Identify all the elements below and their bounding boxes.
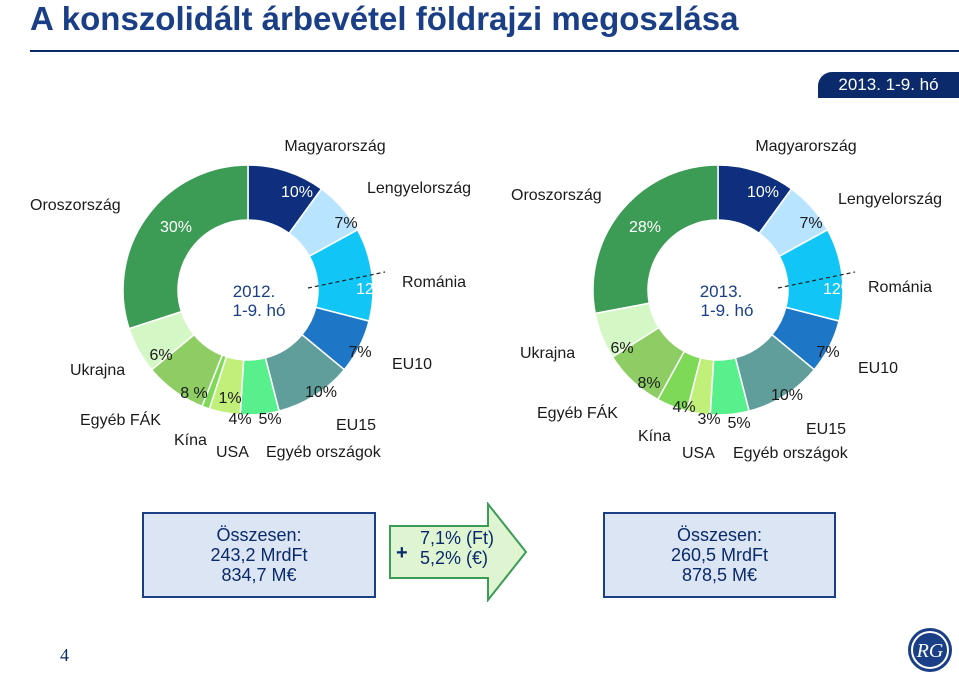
title-divider (30, 50, 959, 52)
pct-label: 1% (218, 390, 241, 407)
center-label: 1-9. hó (701, 301, 754, 320)
pct-label: 30% (160, 219, 192, 236)
page-title: A konszolidált árbevétel földrajzi megos… (30, 0, 739, 37)
pct-label: 12% (356, 281, 388, 298)
growth-eur: 5,2% (€) (420, 548, 489, 568)
center-label: 1-9. hó (233, 301, 286, 320)
leader-line (307, 271, 386, 289)
donut-2013: 10% 7% 12% 7% 10% 5% 3%4% 8% 6% 28% Magyarország Le… (511, 138, 942, 462)
category-label: Egyéb FÁK (80, 410, 161, 429)
category-label: EU15 (806, 421, 846, 438)
pct-label: 7% (799, 215, 822, 232)
category-label: Oroszország (30, 197, 121, 214)
category-label: Egyéb országok (266, 444, 382, 461)
category-label: Kína (174, 432, 207, 449)
pct-label: 28% (629, 219, 661, 236)
donut-2012: 10% 7% 12% 7% 10% 5% 4% 1% 8 % 6% 30% Magyarország L… (30, 138, 471, 461)
category-label: Románia (402, 274, 466, 291)
pct-label: 8% (637, 375, 660, 392)
slice-11 (592, 164, 719, 315)
category-label: USA (682, 445, 715, 462)
growth-plus: + (396, 542, 408, 564)
total-box-2012: Összesen: 243,2 MrdFt 834,7 M€ (142, 512, 376, 598)
total-huf: 260,5 MrdFt (670, 545, 769, 565)
category-label: EU15 (336, 417, 376, 434)
company-logo: RG (908, 628, 952, 672)
category-label: Ukrajna (70, 362, 125, 379)
pct-label: 5% (258, 411, 281, 428)
category-label: Oroszország (511, 187, 602, 204)
category-label: Magyarország (284, 138, 385, 155)
pct-label: 10% (305, 384, 337, 401)
pct-label: 6% (610, 340, 633, 357)
total-huf: 243,2 MrdFt (210, 545, 308, 565)
logo-text: RG (916, 640, 944, 662)
growth-text: 7,1% (Ft) 5,2% (€) (420, 528, 494, 568)
category-label: Egyéb országok (733, 445, 849, 462)
category-label: EU10 (392, 356, 432, 373)
pct-label: 7% (816, 344, 839, 361)
pct-label: 10% (771, 387, 803, 404)
pct-label: 10% (281, 184, 313, 201)
category-label: Egyéb FÁK (537, 403, 618, 422)
pct-label: 7% (334, 215, 357, 232)
category-label: USA (216, 444, 249, 461)
total-eur: 834,7 M€ (221, 565, 297, 585)
total-eur: 878,5 M€ (681, 565, 758, 585)
category-label: EU10 (858, 360, 898, 377)
category-label: Ukrajna (520, 345, 575, 362)
category-label: Lengyelország (838, 191, 942, 208)
pct-label: 4% (672, 399, 695, 416)
total-box-2013: Összesen: 260,5 MrdFt 878,5 M€ (603, 512, 836, 598)
center-label: 2012. (233, 282, 276, 301)
growth-huf: 7,1% (Ft) (420, 528, 495, 548)
period-badge: 2013. 1-9. hó (818, 72, 959, 98)
total-label: Összesen: (216, 525, 302, 545)
page-number: 4 (60, 645, 69, 665)
slice-11 (122, 164, 249, 330)
category-label: Magyarország (755, 138, 856, 155)
total-label: Összesen: (676, 525, 763, 545)
leader-line (777, 271, 856, 289)
growth-arrow-icon (389, 502, 528, 602)
category-label: Kína (638, 428, 671, 445)
pct-label: 4% (228, 411, 251, 428)
center-label: 2013. (700, 282, 743, 301)
pct-label: 12% (823, 281, 855, 298)
pct-label: 3% (697, 411, 720, 428)
pct-label: 5% (727, 415, 750, 432)
pct-label: 7% (348, 344, 371, 361)
pct-label: 8 % (180, 385, 208, 402)
category-label: Románia (868, 279, 932, 296)
category-label: Lengyelország (367, 180, 471, 197)
pct-label: 6% (149, 347, 172, 364)
pct-label: 10% (747, 184, 779, 201)
